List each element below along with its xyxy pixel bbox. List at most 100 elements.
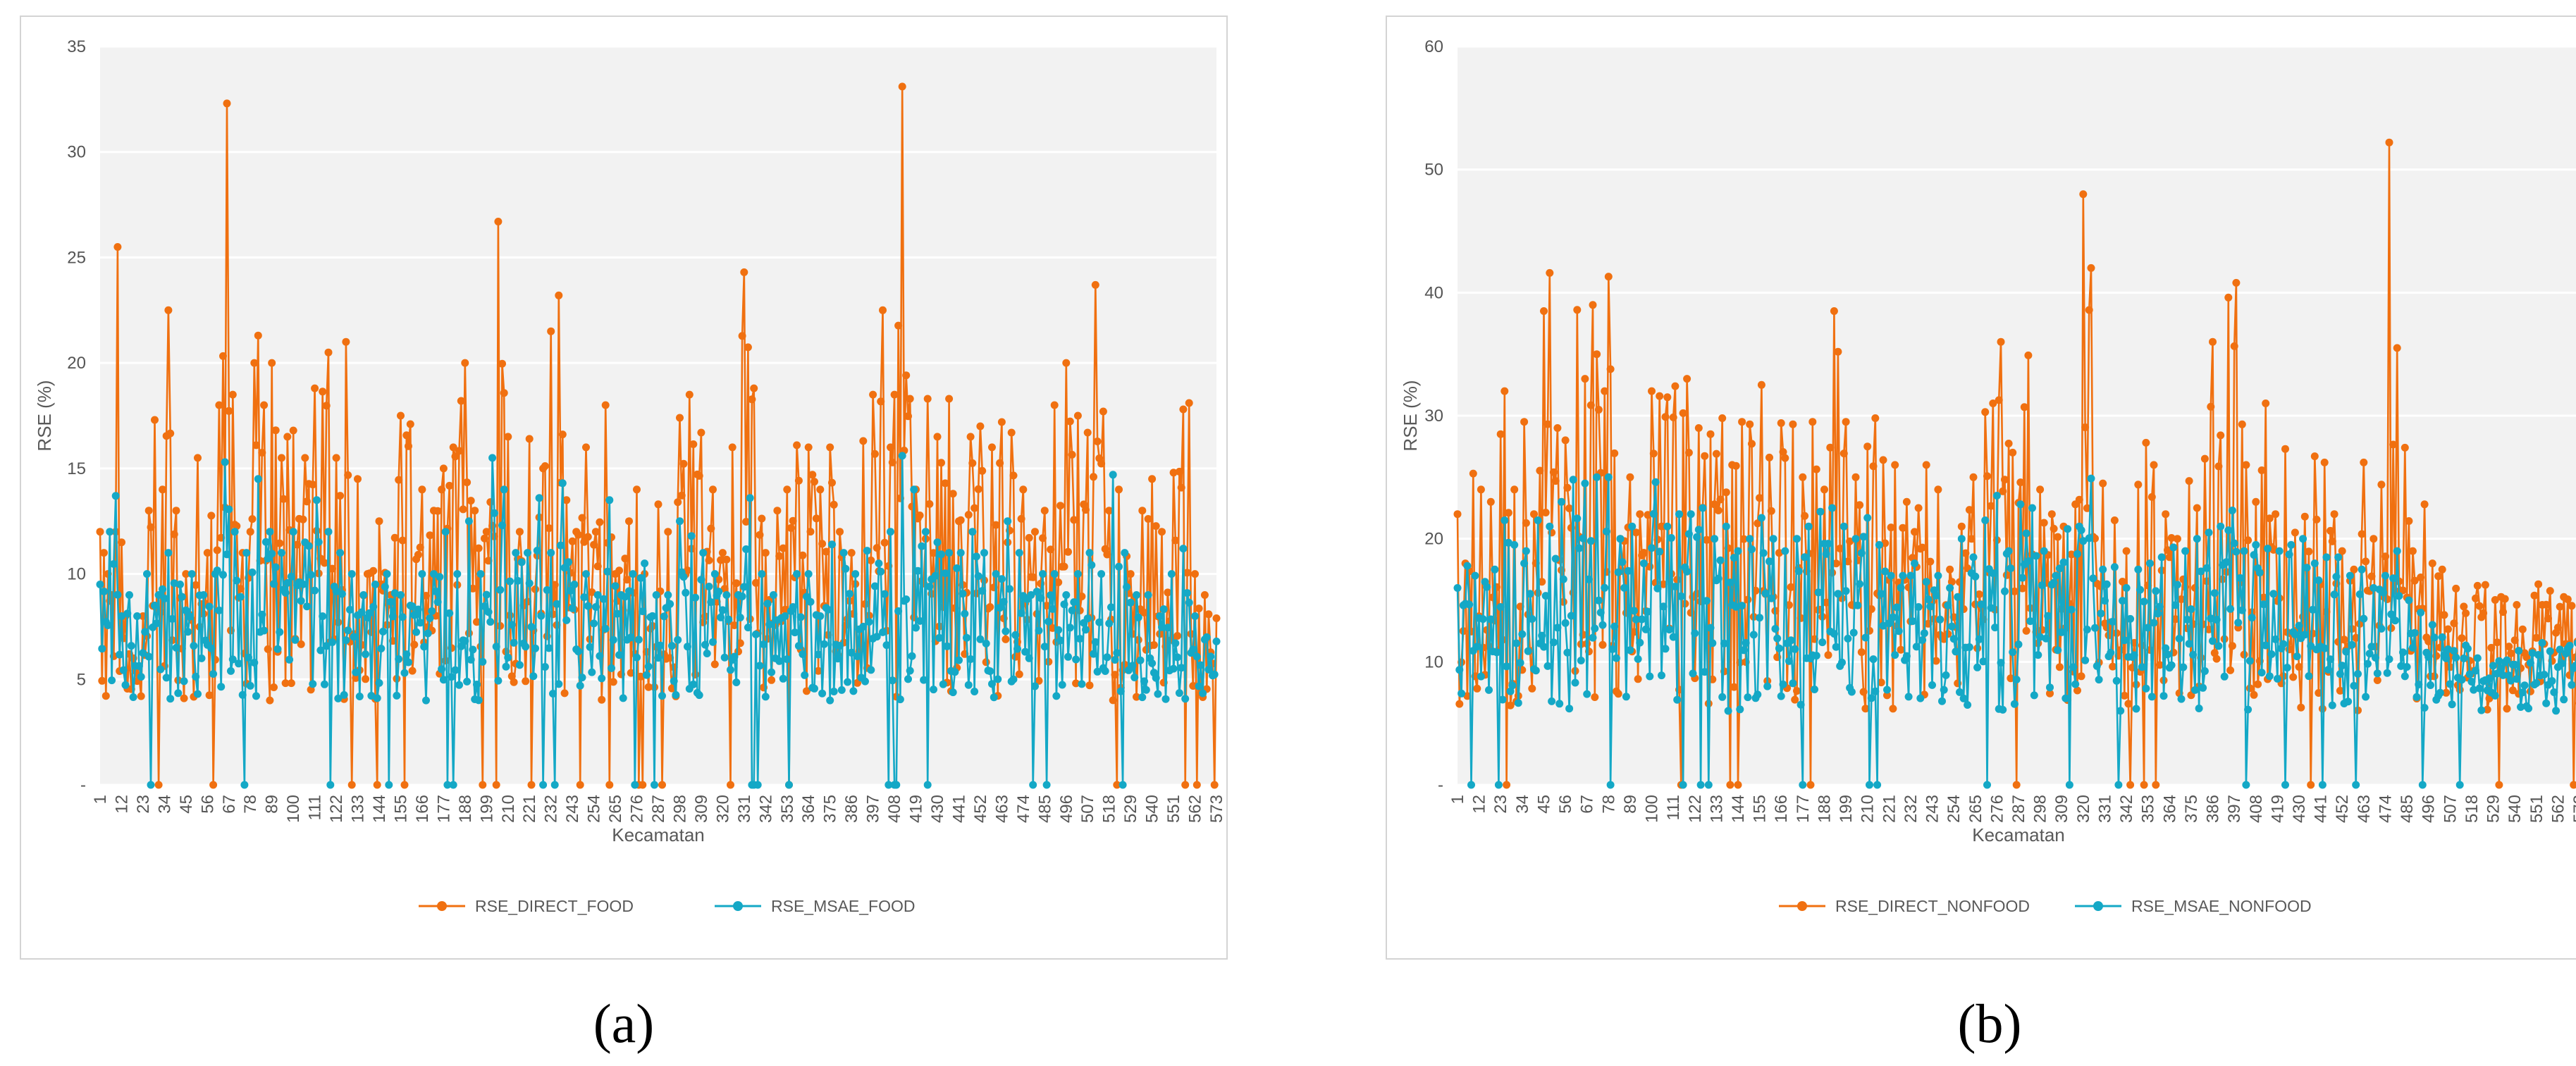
data-point [732,579,741,588]
data-point [245,653,252,662]
data-point [178,593,186,601]
data-point [445,481,454,490]
data-point [1911,559,1918,568]
data-point [101,692,110,700]
data-point [1563,648,1572,657]
data-point [1632,528,1640,537]
data-point [2020,403,2028,411]
data-point [2310,452,2319,461]
data-point [2530,591,2539,600]
data-point [1025,654,1033,662]
data-point [1881,567,1890,576]
data-point [679,573,688,581]
data-point [2057,628,2066,636]
data-point [906,667,914,675]
data-point [925,583,934,590]
data-point [1185,399,1193,407]
data-point [2242,461,2250,469]
data-point [2226,605,2235,613]
data-point [732,678,741,686]
data-point [908,652,916,660]
data-point [395,655,403,663]
data-point [1626,646,1634,655]
data-point [937,459,945,467]
data-point [603,567,612,576]
data-point [2472,667,2479,675]
data-point [2255,569,2264,577]
chart-panel-b: -10 20 30 40 50 60 1 12 23 34 45 56 67 78 89 100 111 122 1… [1386,16,2576,960]
data-point [1799,473,1807,481]
data-point [1504,538,1512,547]
data-point [119,666,128,674]
data-point [710,570,719,578]
data-point [1133,591,1140,599]
data-point [1510,485,1519,494]
data-point [482,528,491,536]
data-point [1861,633,1870,642]
data-point [888,676,896,685]
data-point [1683,375,1691,383]
data-point [433,507,442,515]
data-point [180,694,188,702]
data-point [1991,624,1999,632]
data-point [859,622,868,631]
data-point [956,549,965,557]
data-point [2252,497,2260,506]
data-point [654,654,663,662]
data-point [319,612,327,621]
data-point [923,781,932,789]
data-point [1193,781,1201,789]
data-point [580,593,588,602]
data-point [1583,690,1591,698]
data-point [1828,504,1837,512]
x-tick-label: 45 [1534,795,1553,814]
data-point [2369,584,2378,592]
data-point [461,637,469,645]
data-point [2238,606,2246,614]
data-point [439,676,448,684]
data-point [1679,409,1687,417]
data-point [1064,652,1072,661]
x-tick-label: 199 [477,795,496,823]
data-point [2026,617,2035,626]
x-tick-label: 298 [670,795,689,823]
data-point [225,505,233,514]
data-point [2217,431,2225,440]
data-point [2164,546,2171,554]
data-point [600,595,608,603]
data-point [1909,617,1917,626]
data-point [2212,655,2221,663]
x-tick-label: 122 [1686,795,1705,823]
x-tick-label: 188 [1815,795,1834,823]
data-point [1179,405,1188,414]
data-point [1009,675,1018,683]
data-point [836,642,844,650]
data-point [703,650,711,657]
data-point [1073,411,1082,420]
data-point [2073,686,2081,695]
data-point [109,560,118,568]
data-point [1115,485,1123,494]
data-point [1528,684,1536,693]
data-point [1847,688,1856,696]
data-point [371,581,379,588]
data-point [2403,663,2411,671]
data-point [1540,643,1548,651]
x-tick-label: 56 [198,795,217,814]
data-point [390,533,399,542]
data-point [1093,667,1102,676]
data-point [1610,622,1619,631]
data-point [1078,680,1086,688]
data-point [1757,380,1765,389]
data-point [1716,556,1725,564]
data-point [2418,781,2427,789]
data-point [2244,536,2253,545]
x-tick-label: 210 [1859,795,1878,823]
data-point [2367,572,2376,581]
data-point [1849,628,1858,637]
x-tick-label: 243 [1923,795,1942,823]
data-point [935,633,944,642]
data-point [1734,547,1742,555]
data-point [629,570,637,578]
data-point [2085,534,2093,543]
